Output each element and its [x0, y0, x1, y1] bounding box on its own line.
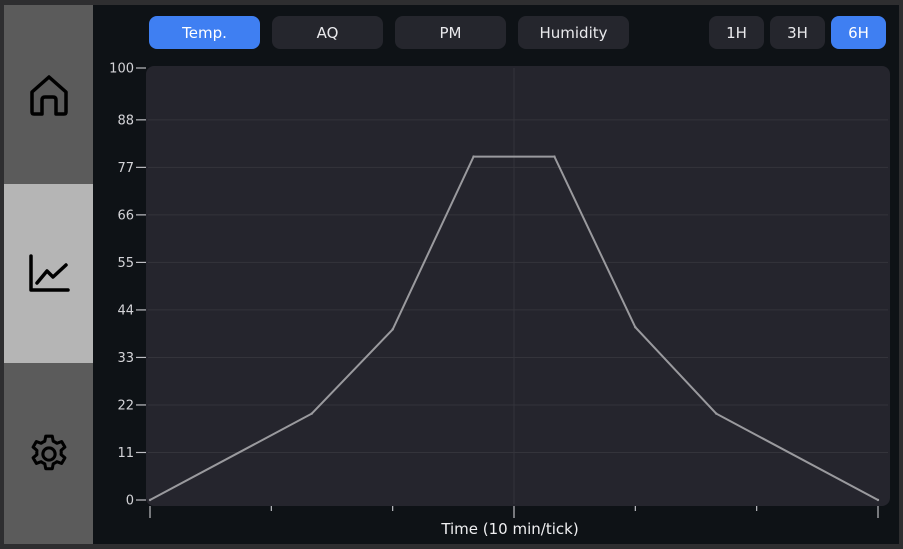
y-tick-label: 22: [117, 398, 134, 413]
tab-humidity[interactable]: Humidity: [518, 16, 629, 49]
data-point: [715, 412, 718, 415]
tab-aq[interactable]: AQ: [272, 16, 383, 49]
data-point: [634, 326, 637, 329]
data-point: [391, 328, 394, 331]
x-axis-title: Time (10 min/tick): [440, 520, 578, 538]
sidebar-item-charts[interactable]: [4, 184, 93, 363]
sidebar-item-home[interactable]: [4, 5, 93, 184]
tab-temp[interactable]: Temp.: [149, 16, 260, 49]
data-point: [472, 155, 475, 158]
gear-icon: [26, 431, 72, 477]
home-icon: [27, 72, 71, 118]
y-tick-label: 55: [117, 256, 134, 271]
series-line: [149, 155, 879, 501]
y-tick-label: 100: [109, 62, 134, 77]
sidebar-item-settings[interactable]: [4, 363, 93, 544]
y-tick-label: 66: [117, 208, 134, 223]
y-tick-label: 88: [117, 113, 134, 128]
y-tick-label: 77: [117, 161, 134, 176]
tab-pm[interactable]: PM: [395, 16, 506, 49]
temperature-chart: 0 11 22 33 44 55 66 77 88 100 Time (10 min/tick): [109, 62, 890, 538]
chart-line-icon: [27, 253, 71, 295]
data-point: [876, 498, 880, 502]
range-6h-button[interactable]: 6H: [831, 16, 886, 49]
plot-area: [146, 66, 890, 506]
app-window: Temp. AQ PM Humidity 1H 3H 6H 0 11 22 33 44 5…: [4, 5, 899, 544]
range-1h-button[interactable]: 1H: [709, 16, 764, 49]
data-point: [310, 412, 313, 415]
y-tick-label: 0: [126, 494, 134, 509]
sidebar: [4, 5, 93, 544]
y-tick-label: 33: [117, 351, 134, 366]
range-3h-button[interactable]: 3H: [770, 16, 825, 49]
y-tick-label: 44: [117, 303, 134, 318]
data-point: [148, 498, 152, 502]
data-point: [553, 155, 556, 158]
y-tick-label: 11: [117, 446, 134, 461]
